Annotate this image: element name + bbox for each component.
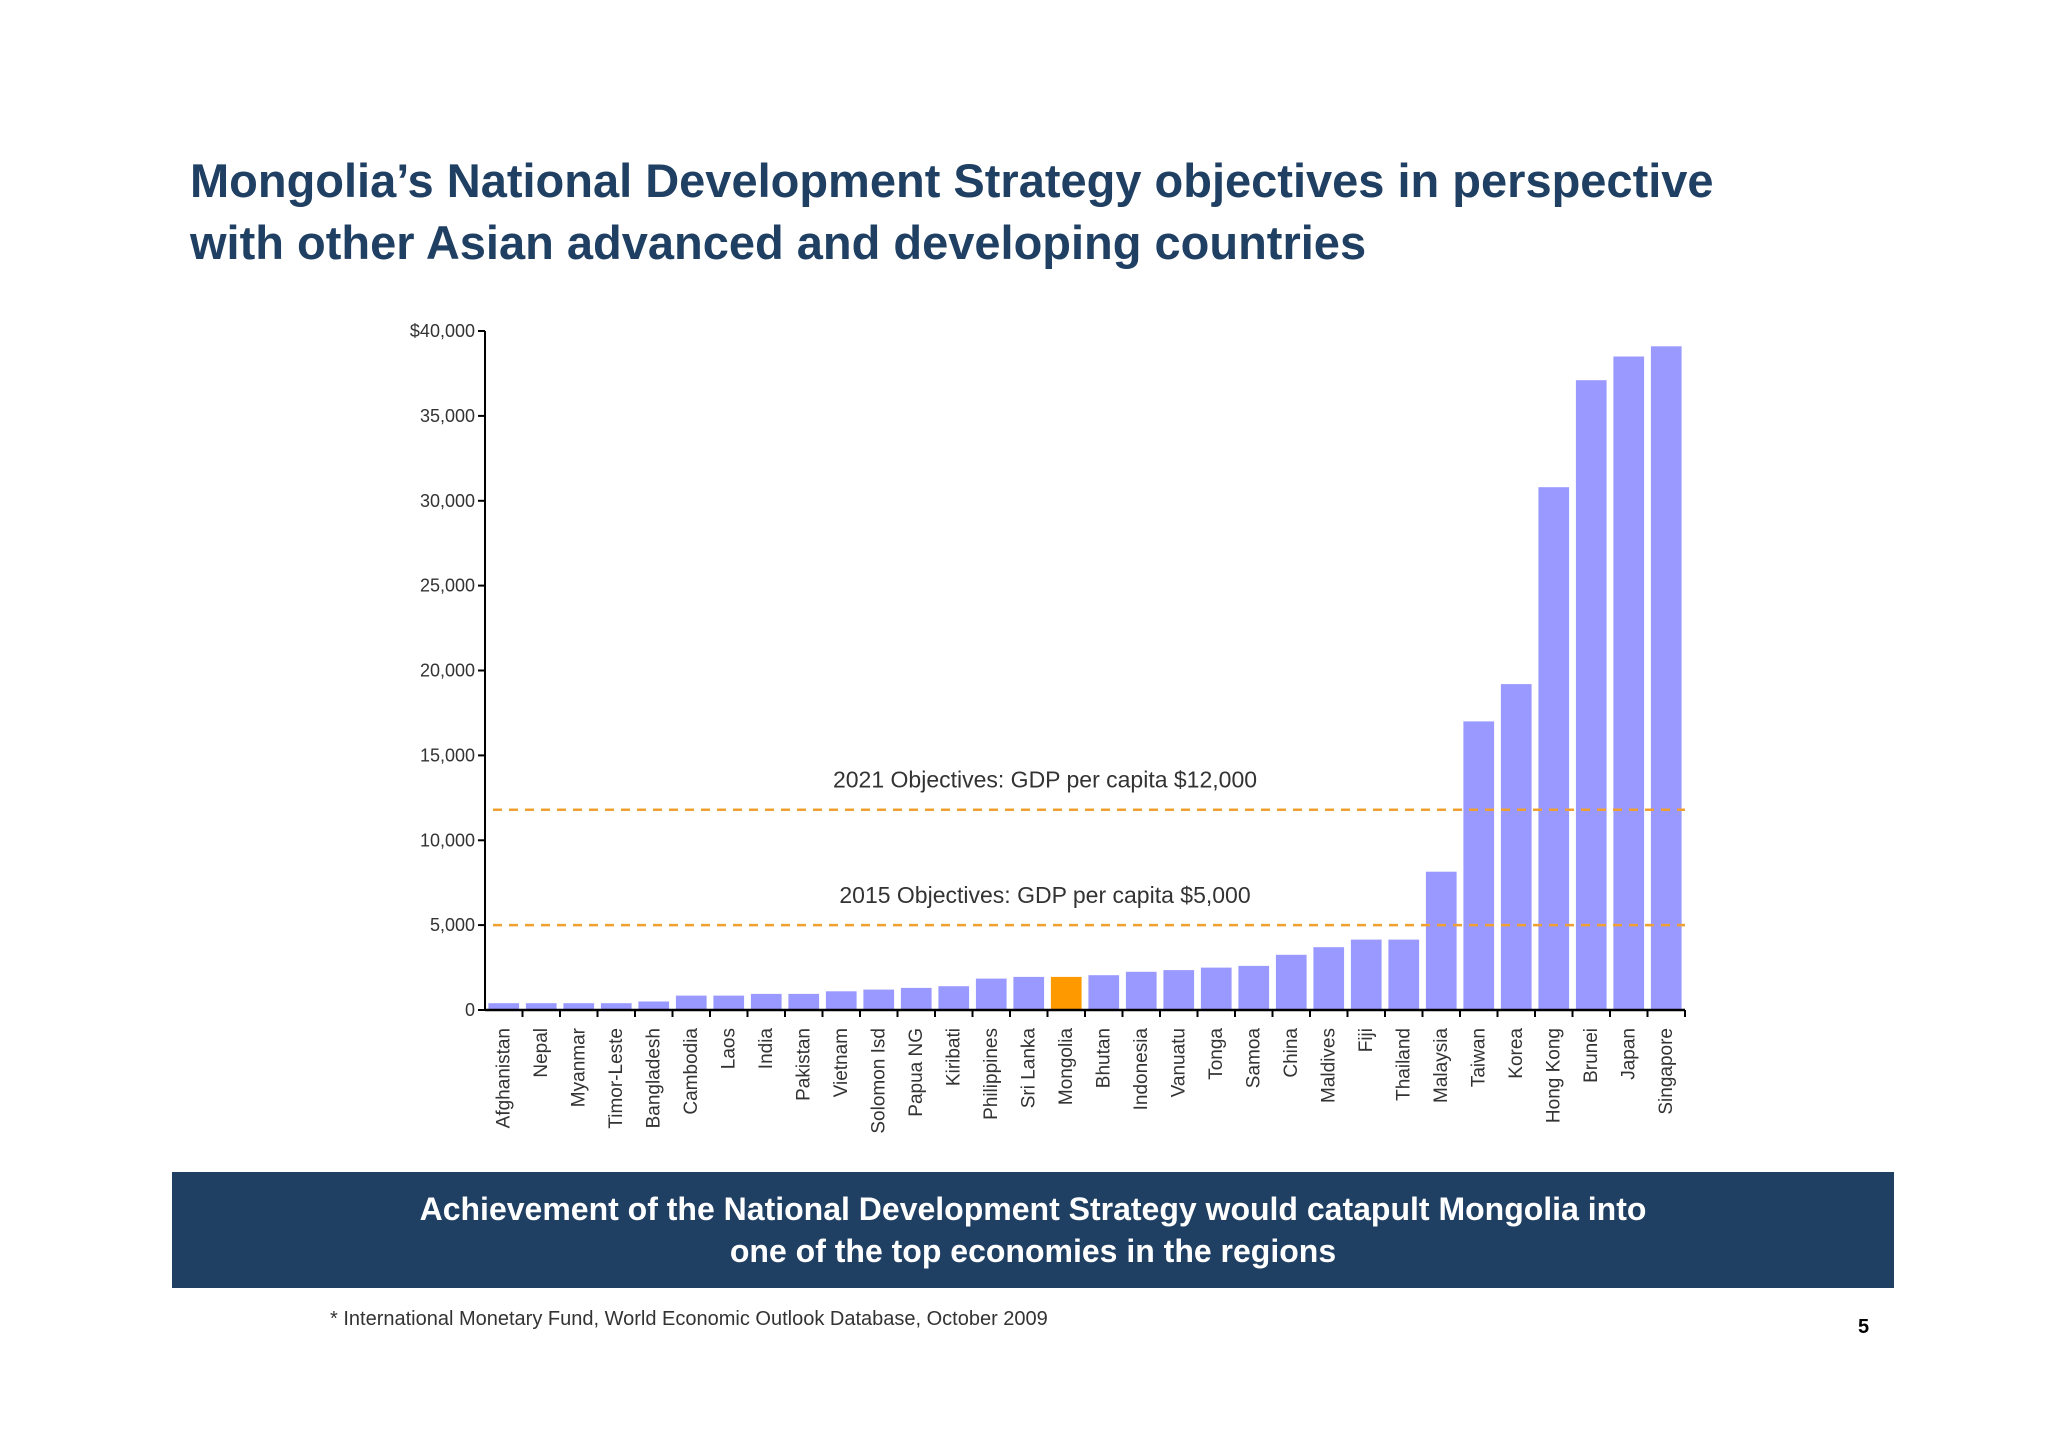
- x-tick-label: Myanmar: [568, 1027, 589, 1107]
- bar-vanuatu: [1163, 970, 1195, 1010]
- y-tick-label: 0: [465, 1000, 475, 1020]
- x-tick-label: Afghanistan: [493, 1028, 514, 1128]
- x-tick-label: Nepal: [531, 1028, 552, 1078]
- bar-samoa: [1238, 965, 1270, 1010]
- slide-title: Mongolia’s National Development Strategy…: [190, 150, 1890, 274]
- x-tick-label: Hong Kong: [1543, 1028, 1564, 1123]
- bar-hong-kong: [1538, 487, 1570, 1010]
- bar-bhutan: [1088, 975, 1120, 1010]
- bar-timor-leste: [600, 1003, 632, 1010]
- bar-myanmar: [563, 1003, 595, 1010]
- x-tick-label: Indonesia: [1131, 1028, 1152, 1111]
- objective-label-1: 2021 Objectives: GDP per capita $12,000: [833, 767, 1257, 793]
- x-tick-label: Philippines: [981, 1028, 1002, 1120]
- bar-singapore: [1650, 346, 1682, 1010]
- bar-laos: [713, 995, 745, 1010]
- bar-bangladesh: [638, 1001, 670, 1010]
- y-tick-label: 5,000: [430, 915, 475, 935]
- conclusion-banner: Achievement of the National Development …: [172, 1172, 1894, 1288]
- bar-tonga: [1200, 967, 1232, 1010]
- banner-line-2: one of the top economies in the regions: [729, 1233, 1337, 1269]
- x-tick-label: Solomon Isd: [868, 1028, 889, 1134]
- x-tick-label: Vietnam: [831, 1028, 852, 1097]
- x-tick-label: Sri Lanka: [1018, 1028, 1039, 1109]
- x-tick-label: Thailand: [1393, 1028, 1414, 1101]
- x-tick-label: India: [756, 1028, 777, 1070]
- x-tick-label: Samoa: [1243, 1028, 1264, 1089]
- bar-fiji: [1350, 939, 1382, 1010]
- bar-afghanistan: [488, 1003, 520, 1010]
- source-footnote: * International Monetary Fund, World Eco…: [330, 1308, 1048, 1330]
- bar-korea: [1500, 684, 1532, 1010]
- slide-title-line-2: with other Asian advanced and developing…: [190, 216, 1367, 269]
- x-tick-label: Singapore: [1656, 1028, 1677, 1115]
- x-tick-label: Maldives: [1318, 1028, 1339, 1103]
- bar-taiwan: [1463, 721, 1495, 1010]
- objective-label-2: 2015 Objectives: GDP per capita $5,000: [839, 882, 1250, 908]
- bar-pakistan: [788, 993, 820, 1010]
- slide-title-line-1: Mongolia’s National Development Strategy…: [190, 154, 1714, 207]
- y-tick-label: 20,000: [420, 661, 475, 681]
- bar-maldives: [1313, 947, 1345, 1010]
- x-tick-label: Malaysia: [1431, 1028, 1452, 1103]
- x-tick-label: Korea: [1506, 1028, 1527, 1079]
- x-tick-label: Bhutan: [1093, 1028, 1114, 1088]
- bar-mongolia: [1050, 976, 1082, 1010]
- x-tick-label: Mongolia: [1056, 1028, 1077, 1106]
- bar-indonesia: [1125, 971, 1157, 1010]
- bar-malaysia: [1425, 871, 1457, 1010]
- bar-brunei: [1575, 380, 1607, 1010]
- x-tick-label: Taiwan: [1468, 1028, 1489, 1087]
- x-tick-label: Brunei: [1581, 1028, 1602, 1083]
- x-tick-label: Kiribati: [943, 1028, 964, 1086]
- bar-philippines: [975, 978, 1007, 1010]
- bar-china: [1275, 954, 1307, 1010]
- banner-line-1: Achievement of the National Development …: [419, 1191, 1647, 1227]
- y-tick-label: $40,000: [410, 321, 475, 341]
- bar-nepal: [525, 1003, 557, 1010]
- x-tick-label: Tonga: [1206, 1028, 1227, 1080]
- x-tick-label: China: [1281, 1028, 1302, 1078]
- bar-thailand: [1388, 939, 1420, 1010]
- x-tick-label: Japan: [1618, 1028, 1639, 1080]
- gdp-per-capita-bar-chart: 2021 Objectives: GDP per capita $12,000 2…: [410, 321, 1686, 1134]
- bar-japan: [1613, 356, 1645, 1010]
- bar-kiribati: [938, 986, 970, 1010]
- y-tick-label: 10,000: [420, 830, 475, 850]
- x-tick-label: Timor-Leste: [606, 1028, 627, 1129]
- x-tick-label: Cambodia: [681, 1028, 702, 1115]
- x-tick-label: Fiji: [1356, 1028, 1377, 1052]
- x-tick-label: Vanuatu: [1168, 1028, 1189, 1097]
- x-tick-label: Pakistan: [793, 1028, 814, 1101]
- bar-india: [750, 993, 782, 1010]
- y-tick-label: 30,000: [420, 491, 475, 511]
- y-tick-label: 35,000: [420, 406, 475, 426]
- y-tick-label: 25,000: [420, 576, 475, 596]
- x-tick-label: Laos: [718, 1028, 739, 1069]
- bar-vietnam: [825, 991, 857, 1010]
- x-tick-label: Bangladesh: [643, 1028, 664, 1128]
- bar-cambodia: [675, 995, 707, 1010]
- bar-papua-ng: [900, 987, 932, 1010]
- bar-sri-lanka: [1013, 976, 1045, 1010]
- page-number: 5: [1858, 1316, 1870, 1338]
- x-tick-label: Papua NG: [906, 1028, 927, 1117]
- bar-solomon-isd: [863, 989, 895, 1010]
- y-tick-label: 15,000: [420, 745, 475, 765]
